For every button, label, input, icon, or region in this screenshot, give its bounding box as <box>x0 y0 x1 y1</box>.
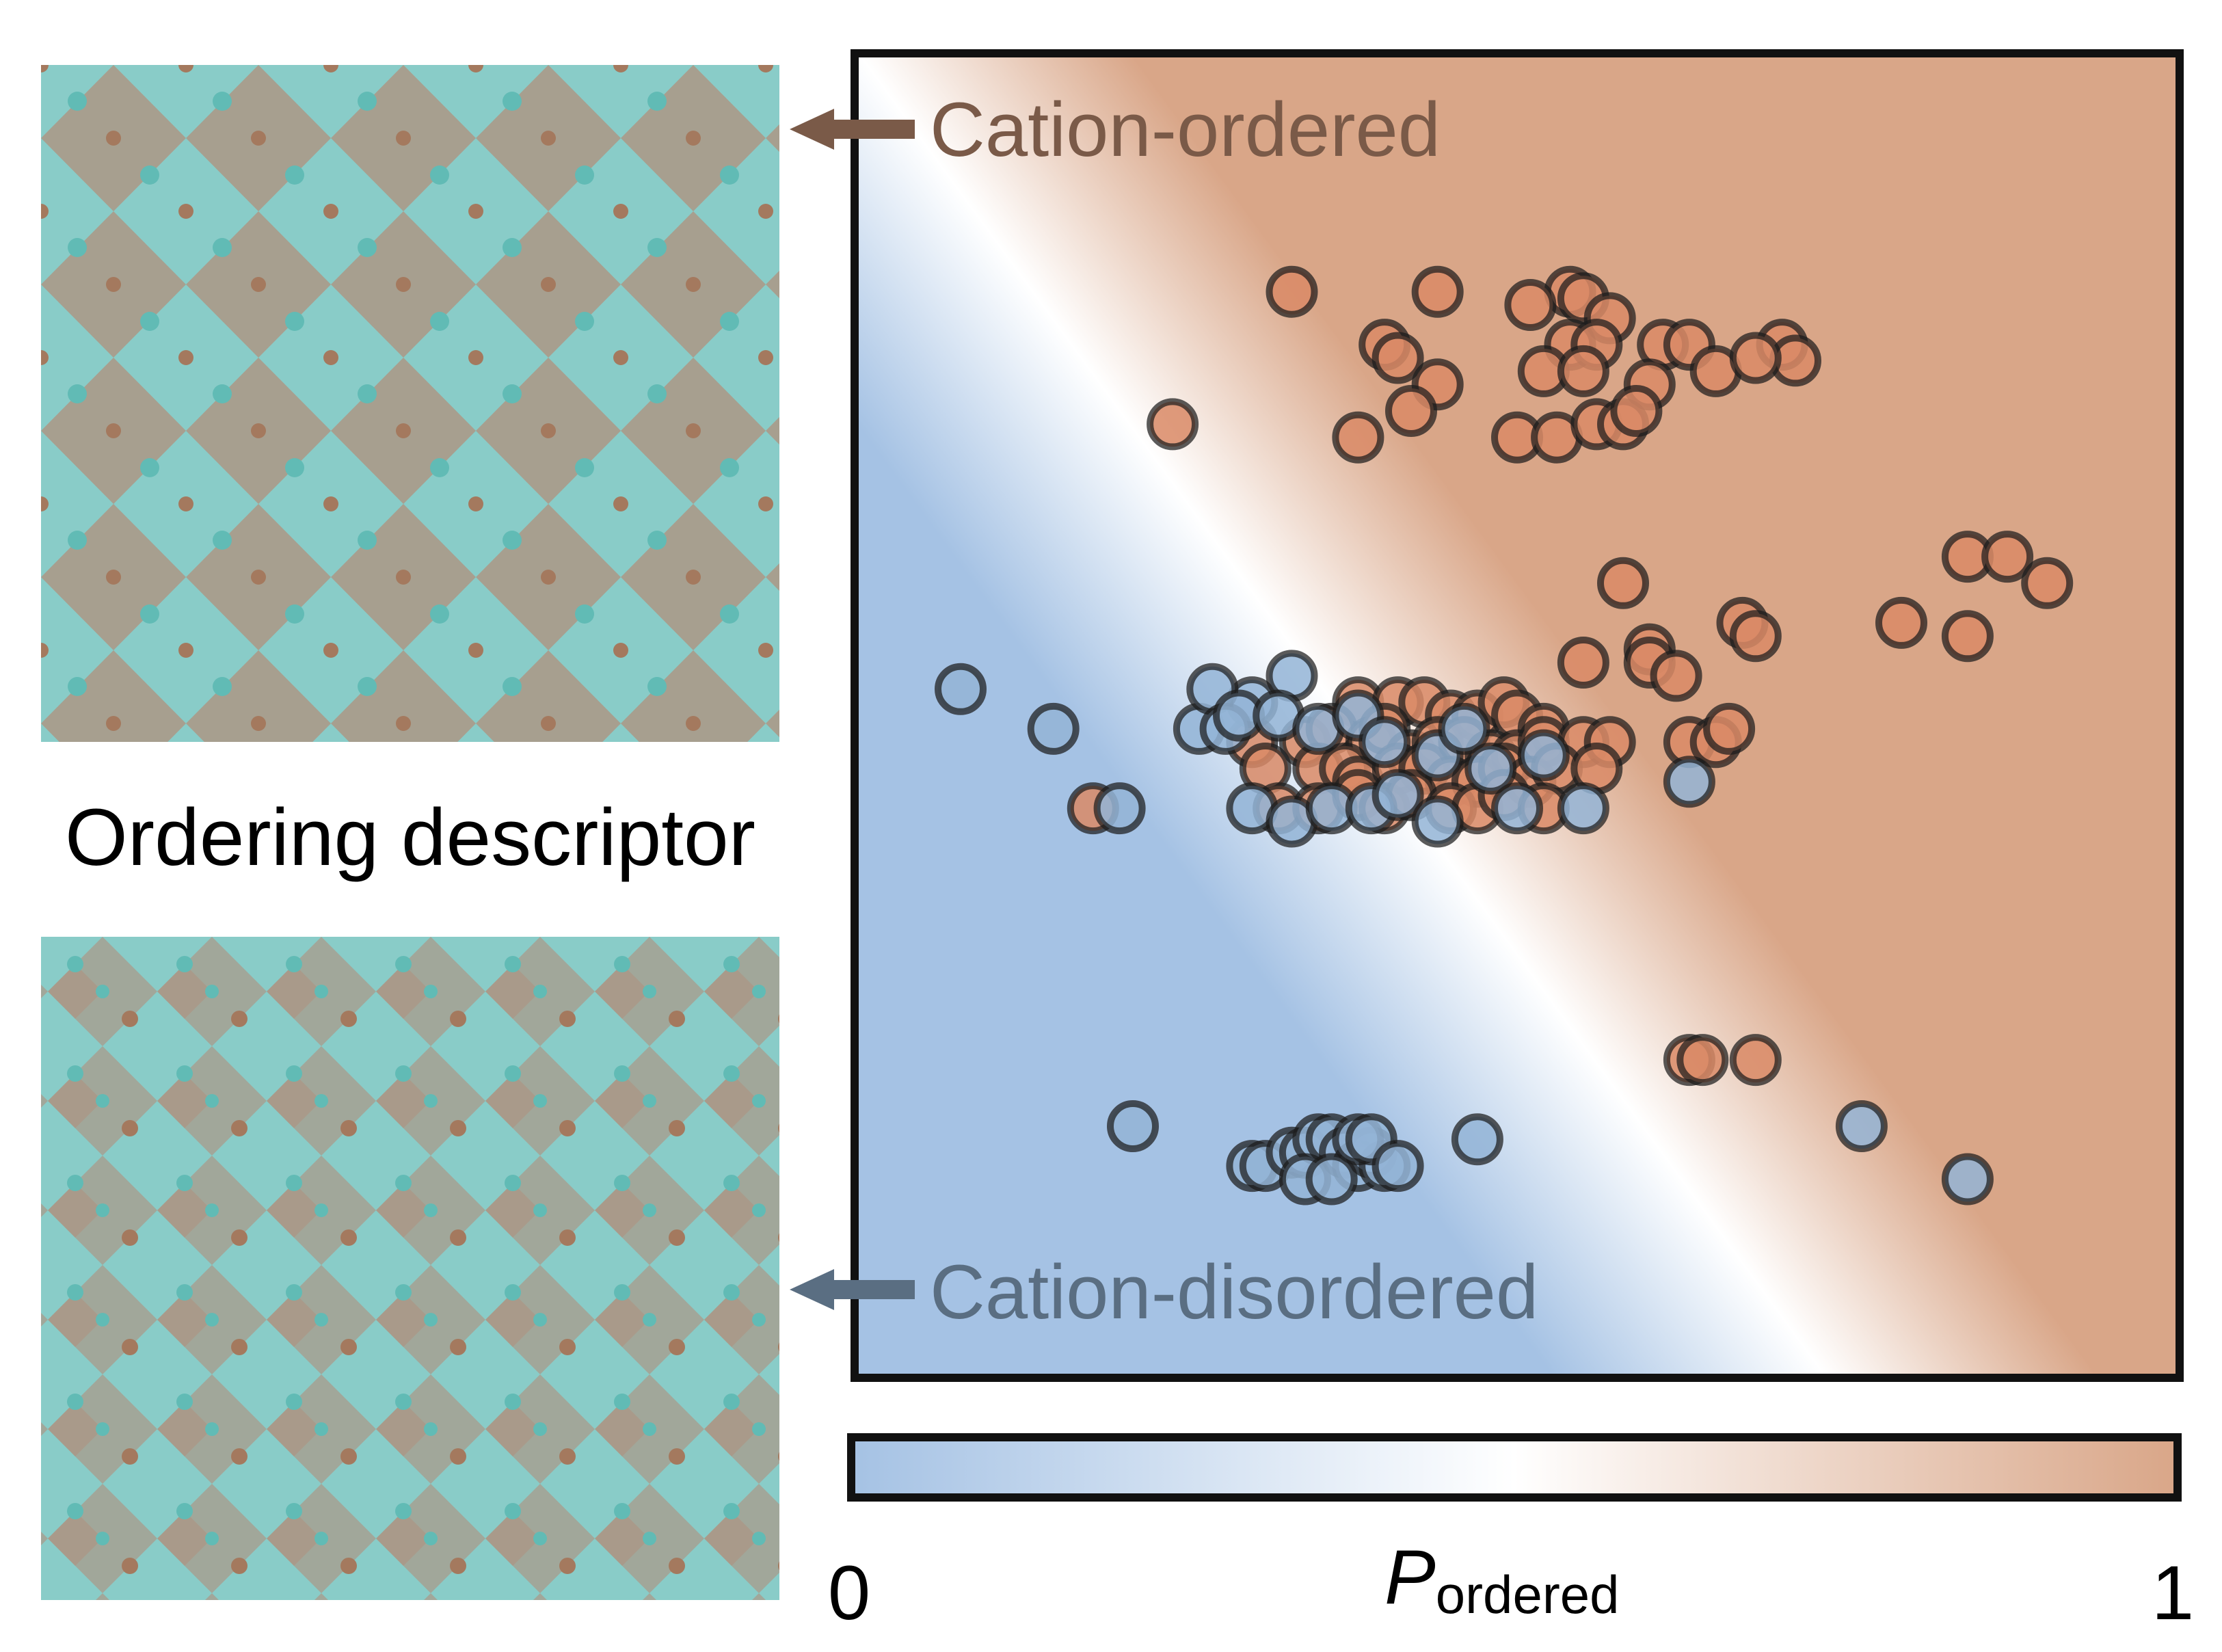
disordered-point <box>1358 716 1411 769</box>
ordered-point <box>1385 385 1437 437</box>
ordered-point <box>2021 557 2074 609</box>
plot-frame <box>851 49 2184 1382</box>
ordered-point <box>1981 531 2034 583</box>
ordered-point <box>1557 637 1609 689</box>
ordered-point <box>1729 1034 1782 1087</box>
ordered-structure-image <box>41 65 779 742</box>
ordered-point <box>1147 398 1199 451</box>
disordered-point <box>1835 1100 1888 1152</box>
disordered-point <box>1371 769 1424 821</box>
colorbar-title-sub: ordered <box>1436 1564 1620 1625</box>
ordered-point <box>1729 332 1782 384</box>
ordered-point <box>1941 610 1994 663</box>
disordered-point <box>1451 1113 1503 1166</box>
disordered-point <box>1517 729 1570 782</box>
arrow-disordered <box>790 1269 915 1310</box>
ordered-point <box>1557 345 1609 397</box>
colorbar-title-main: P <box>1384 1534 1436 1620</box>
ordering-descriptor-label: Ordering descriptor <box>65 792 755 883</box>
disordered-point <box>1107 1100 1159 1152</box>
disordered-point <box>1557 782 1609 835</box>
ordered-point <box>1729 610 1782 663</box>
disordered-point <box>1941 1153 1994 1205</box>
disordered-point <box>1027 702 1080 755</box>
ordered-point <box>1266 265 1318 318</box>
cation-ordered-label: Cation-ordered <box>930 87 1441 172</box>
disordered-point <box>1663 756 1715 808</box>
colorbar-max-label: 1 <box>2152 1550 2194 1636</box>
ordered-point <box>1411 265 1464 318</box>
ordered-point <box>1610 385 1663 437</box>
ordered-point <box>1597 557 1649 609</box>
ordered-point <box>1676 1034 1729 1087</box>
ordered-point <box>1703 702 1756 755</box>
ordered-point <box>1875 596 1927 649</box>
disordered-point <box>1371 1140 1424 1193</box>
ordered-point <box>1504 279 1557 331</box>
disordered-point <box>1411 795 1464 848</box>
arrow-ordered <box>790 109 915 150</box>
ordered-point <box>1650 650 1702 702</box>
disordered-point <box>935 663 987 715</box>
ordered-point <box>1371 332 1424 384</box>
colorbar <box>847 1433 2182 1502</box>
disordered-point <box>1093 782 1146 835</box>
colorbar-title: Pordered <box>1384 1534 1620 1625</box>
disordered-points <box>935 650 1994 1205</box>
cation-disordered-label: Cation-disordered <box>930 1249 1538 1335</box>
disordered-structure-image <box>41 937 779 1600</box>
disordered-point <box>1491 782 1543 835</box>
disordered-point <box>1438 702 1490 755</box>
disordered-point <box>1464 743 1517 795</box>
disordered-point <box>1305 1153 1358 1205</box>
ordered-point <box>1332 411 1384 464</box>
colorbar-min-label: 0 <box>828 1550 870 1636</box>
